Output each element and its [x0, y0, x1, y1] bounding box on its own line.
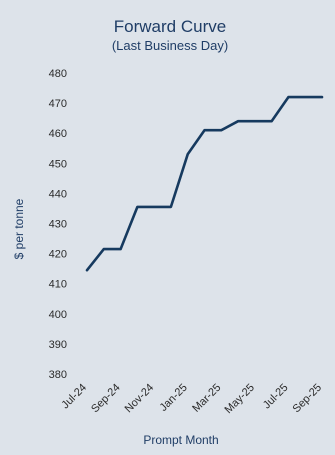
x-tick-label: Sep-24	[89, 382, 123, 416]
y-tick-label: 430	[49, 219, 67, 231]
y-tick-label: 390	[49, 339, 67, 351]
x-tick-label: Jul-24	[59, 382, 89, 412]
chart-subtitle: (Last Business Day)	[112, 38, 228, 53]
y-tick-label: 410	[49, 279, 67, 291]
y-tick-label: 450	[49, 158, 67, 170]
x-tick-label: Sep-25	[291, 382, 325, 416]
x-tick-label: Mar-25	[190, 382, 223, 415]
chart-title: Forward Curve	[114, 17, 226, 36]
y-tick-label: 460	[49, 128, 67, 140]
x-axis-label: Prompt Month	[143, 433, 218, 447]
y-tick-label: 380	[49, 369, 67, 381]
x-tick-label: May-25	[223, 382, 257, 416]
y-axis-ticks: 380 390 400 410 420 430 440 450 460 470 480	[49, 68, 67, 381]
x-axis-ticks: Jul-24 Sep-24 Nov-24 Jan-25 Mar-25 May-25 Jul-…	[59, 382, 324, 416]
y-tick-label: 420	[49, 249, 67, 261]
y-tick-label: 470	[49, 98, 67, 110]
x-tick-label: Jan-25	[158, 382, 190, 414]
y-tick-label: 400	[49, 309, 67, 321]
y-tick-label: 480	[49, 68, 67, 80]
series-line	[85, 95, 324, 272]
y-tick-label: 440	[49, 188, 67, 200]
y-axis-label: $ per tonne	[12, 198, 26, 259]
x-tick-label: Nov-24	[123, 382, 157, 416]
x-tick-label: Jul-25	[261, 382, 291, 412]
